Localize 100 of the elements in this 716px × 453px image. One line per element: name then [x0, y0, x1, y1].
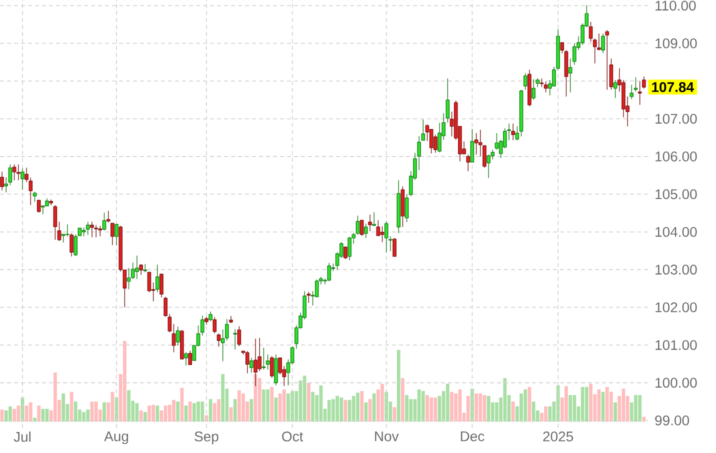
text: 107.84 [652, 82, 694, 92]
bar [568, 395, 572, 422]
bar [421, 391, 425, 422]
candlestick [482, 145, 486, 168]
bar [597, 389, 601, 422]
candlestick [20, 168, 24, 190]
bar [94, 402, 98, 422]
bar [405, 395, 408, 422]
bar [430, 397, 434, 422]
bar [401, 378, 404, 422]
candlestick [90, 221, 94, 238]
bar [409, 399, 413, 422]
x-tick-label: Nov [375, 432, 399, 442]
bar [340, 397, 344, 422]
bar [16, 406, 20, 422]
x-tick-label: Jul [14, 432, 30, 442]
y-tick-label: 109.00 [656, 38, 697, 48]
bar [454, 393, 458, 422]
x-tick-label: Dec [460, 432, 484, 442]
candlestick [572, 43, 576, 66]
candlestick [45, 198, 49, 206]
candlestick [601, 33, 605, 54]
bar [139, 410, 143, 422]
candlestick [0, 171, 4, 191]
y-tick-label: 102.00 [656, 302, 697, 312]
bar [262, 389, 266, 422]
candlestick [568, 58, 572, 93]
bar [200, 402, 204, 422]
bar [278, 393, 282, 422]
candlestick [233, 328, 237, 350]
candlestick [184, 352, 188, 366]
bar [319, 385, 323, 422]
bar [24, 406, 28, 422]
bar [584, 387, 588, 422]
x-tick-label: Oct [282, 432, 304, 442]
candlestick [511, 123, 515, 141]
y-tick-label: 104.00 [656, 226, 697, 237]
candlestick [486, 154, 490, 178]
bar [478, 393, 482, 422]
candlestick [438, 122, 442, 153]
bar [311, 392, 314, 422]
y-tick-label: 99.00 [655, 415, 690, 426]
candlestick [250, 358, 254, 373]
bar [396, 350, 400, 422]
bar [221, 374, 225, 422]
bar [8, 406, 12, 422]
bar [356, 392, 360, 422]
candlestick [160, 274, 164, 298]
candlestick [24, 167, 28, 182]
bar [524, 389, 528, 422]
bar [242, 393, 245, 422]
bar [589, 384, 592, 422]
y-tick-label: 107.00 [656, 114, 697, 124]
bar [258, 378, 262, 422]
candlestick [597, 33, 601, 51]
bar [302, 376, 306, 422]
bar [41, 408, 45, 422]
candlestick [114, 224, 118, 246]
candlestick [622, 80, 626, 118]
bar [306, 382, 310, 422]
candlestick [528, 69, 532, 107]
bar [348, 400, 352, 422]
bar [180, 388, 184, 422]
bar [426, 395, 429, 422]
bar [127, 390, 130, 422]
bar [360, 391, 364, 422]
candlestick [421, 119, 426, 141]
bar [28, 402, 32, 422]
bar [572, 395, 576, 422]
bar [270, 387, 274, 422]
bar [176, 402, 180, 422]
bar [208, 399, 212, 422]
candlestick [274, 354, 278, 386]
bar [148, 406, 151, 422]
x-tick-label: 2025 [543, 432, 574, 442]
bar [86, 410, 90, 422]
bar [336, 396, 339, 422]
x-tick-label: Aug [104, 432, 128, 444]
bar [486, 396, 490, 422]
bar [352, 396, 356, 422]
bar [33, 418, 36, 422]
bar [53, 372, 57, 422]
candlestick [368, 214, 372, 232]
bar [12, 408, 16, 422]
bar [466, 396, 470, 422]
bar [380, 384, 384, 422]
bar [544, 406, 548, 422]
bar [634, 395, 638, 422]
bar [152, 404, 156, 422]
bar [638, 395, 642, 422]
candlestick [204, 316, 208, 326]
bar [282, 389, 286, 422]
candlestick [70, 233, 74, 257]
bar [143, 412, 147, 422]
candlestick [208, 311, 212, 322]
candlestick [164, 296, 168, 318]
bar [520, 393, 523, 422]
candlestick [78, 228, 82, 236]
y-tick-label: 103.00 [656, 264, 697, 275]
bar [62, 393, 66, 422]
